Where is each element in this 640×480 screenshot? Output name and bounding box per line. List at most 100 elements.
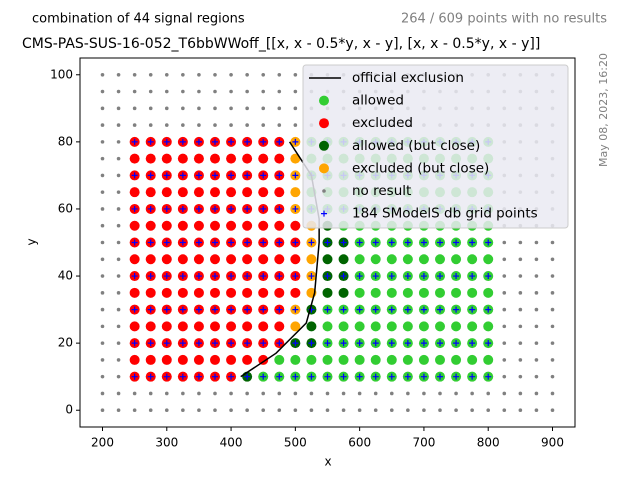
- point: [226, 321, 237, 332]
- point: [226, 354, 237, 365]
- point: [502, 240, 507, 245]
- point: [245, 72, 249, 77]
- point: [181, 106, 185, 111]
- point: [131, 205, 138, 212]
- point: [181, 408, 185, 413]
- point: [100, 190, 105, 194]
- point: [229, 123, 233, 127]
- point: [260, 205, 267, 212]
- point: [483, 354, 494, 365]
- point: [356, 239, 363, 246]
- point: [179, 172, 186, 179]
- point: [293, 72, 298, 77]
- x-tick-label: 600: [348, 436, 371, 450]
- point: [193, 220, 204, 231]
- point: [322, 287, 333, 298]
- point: [261, 391, 266, 396]
- point: [212, 239, 218, 246]
- point: [277, 72, 282, 77]
- point: [277, 89, 282, 94]
- point: [372, 340, 379, 347]
- point: [354, 354, 365, 365]
- point: [148, 391, 153, 396]
- point: [131, 306, 138, 313]
- point: [212, 138, 218, 145]
- point: [338, 354, 349, 365]
- point: [404, 373, 411, 380]
- point: [212, 373, 218, 380]
- point: [338, 321, 349, 332]
- point: [145, 220, 156, 231]
- point: [404, 306, 411, 313]
- point: [276, 373, 283, 380]
- point: [179, 373, 186, 380]
- point: [258, 254, 269, 265]
- point: [116, 89, 121, 94]
- point: [148, 106, 153, 111]
- legend-label: excluded (but close): [352, 160, 489, 176]
- point: [163, 205, 170, 212]
- point: [404, 273, 411, 280]
- point: [100, 173, 105, 178]
- point: [260, 373, 267, 380]
- point: [502, 257, 507, 262]
- point: [228, 373, 235, 380]
- point: [518, 358, 523, 362]
- point: [226, 187, 237, 198]
- point: [261, 408, 266, 413]
- point: [388, 306, 395, 313]
- point: [163, 138, 170, 145]
- x-tick-label: 200: [91, 436, 114, 450]
- point: [131, 373, 138, 380]
- point: [100, 291, 105, 295]
- point: [242, 153, 253, 164]
- point: [276, 340, 283, 347]
- point: [177, 187, 188, 198]
- point: [292, 172, 299, 179]
- point: [100, 123, 105, 127]
- point: [213, 106, 217, 111]
- point: [322, 321, 333, 332]
- point: [274, 153, 285, 164]
- point: [370, 321, 381, 332]
- point: [389, 408, 394, 413]
- point: [502, 341, 507, 345]
- point: [100, 223, 105, 228]
- point: [161, 153, 172, 164]
- point: [145, 321, 156, 332]
- point: [147, 172, 154, 179]
- point: [388, 373, 395, 380]
- point: [388, 239, 395, 246]
- point: [260, 340, 267, 347]
- point: [485, 373, 492, 380]
- point: [420, 373, 427, 380]
- point: [148, 72, 153, 77]
- point: [177, 220, 188, 231]
- point: [195, 340, 202, 347]
- point: [179, 205, 186, 212]
- point: [325, 391, 330, 396]
- point: [292, 205, 299, 212]
- point: [406, 408, 410, 413]
- point: [324, 373, 331, 380]
- y-tick-label: 60: [58, 201, 73, 215]
- point: [210, 220, 220, 231]
- point: [229, 408, 233, 413]
- point: [422, 391, 426, 396]
- point: [244, 138, 251, 145]
- point: [164, 89, 169, 94]
- point: [418, 321, 429, 332]
- point: [290, 354, 301, 365]
- legend-marker: [319, 118, 329, 129]
- point: [518, 391, 523, 396]
- point: [244, 340, 251, 347]
- point: [453, 340, 460, 347]
- point: [116, 106, 121, 111]
- point: [438, 408, 442, 413]
- point: [100, 391, 105, 396]
- point: [193, 287, 204, 298]
- point: [177, 254, 188, 265]
- point: [100, 307, 105, 312]
- point: [292, 373, 299, 380]
- point: [195, 273, 202, 280]
